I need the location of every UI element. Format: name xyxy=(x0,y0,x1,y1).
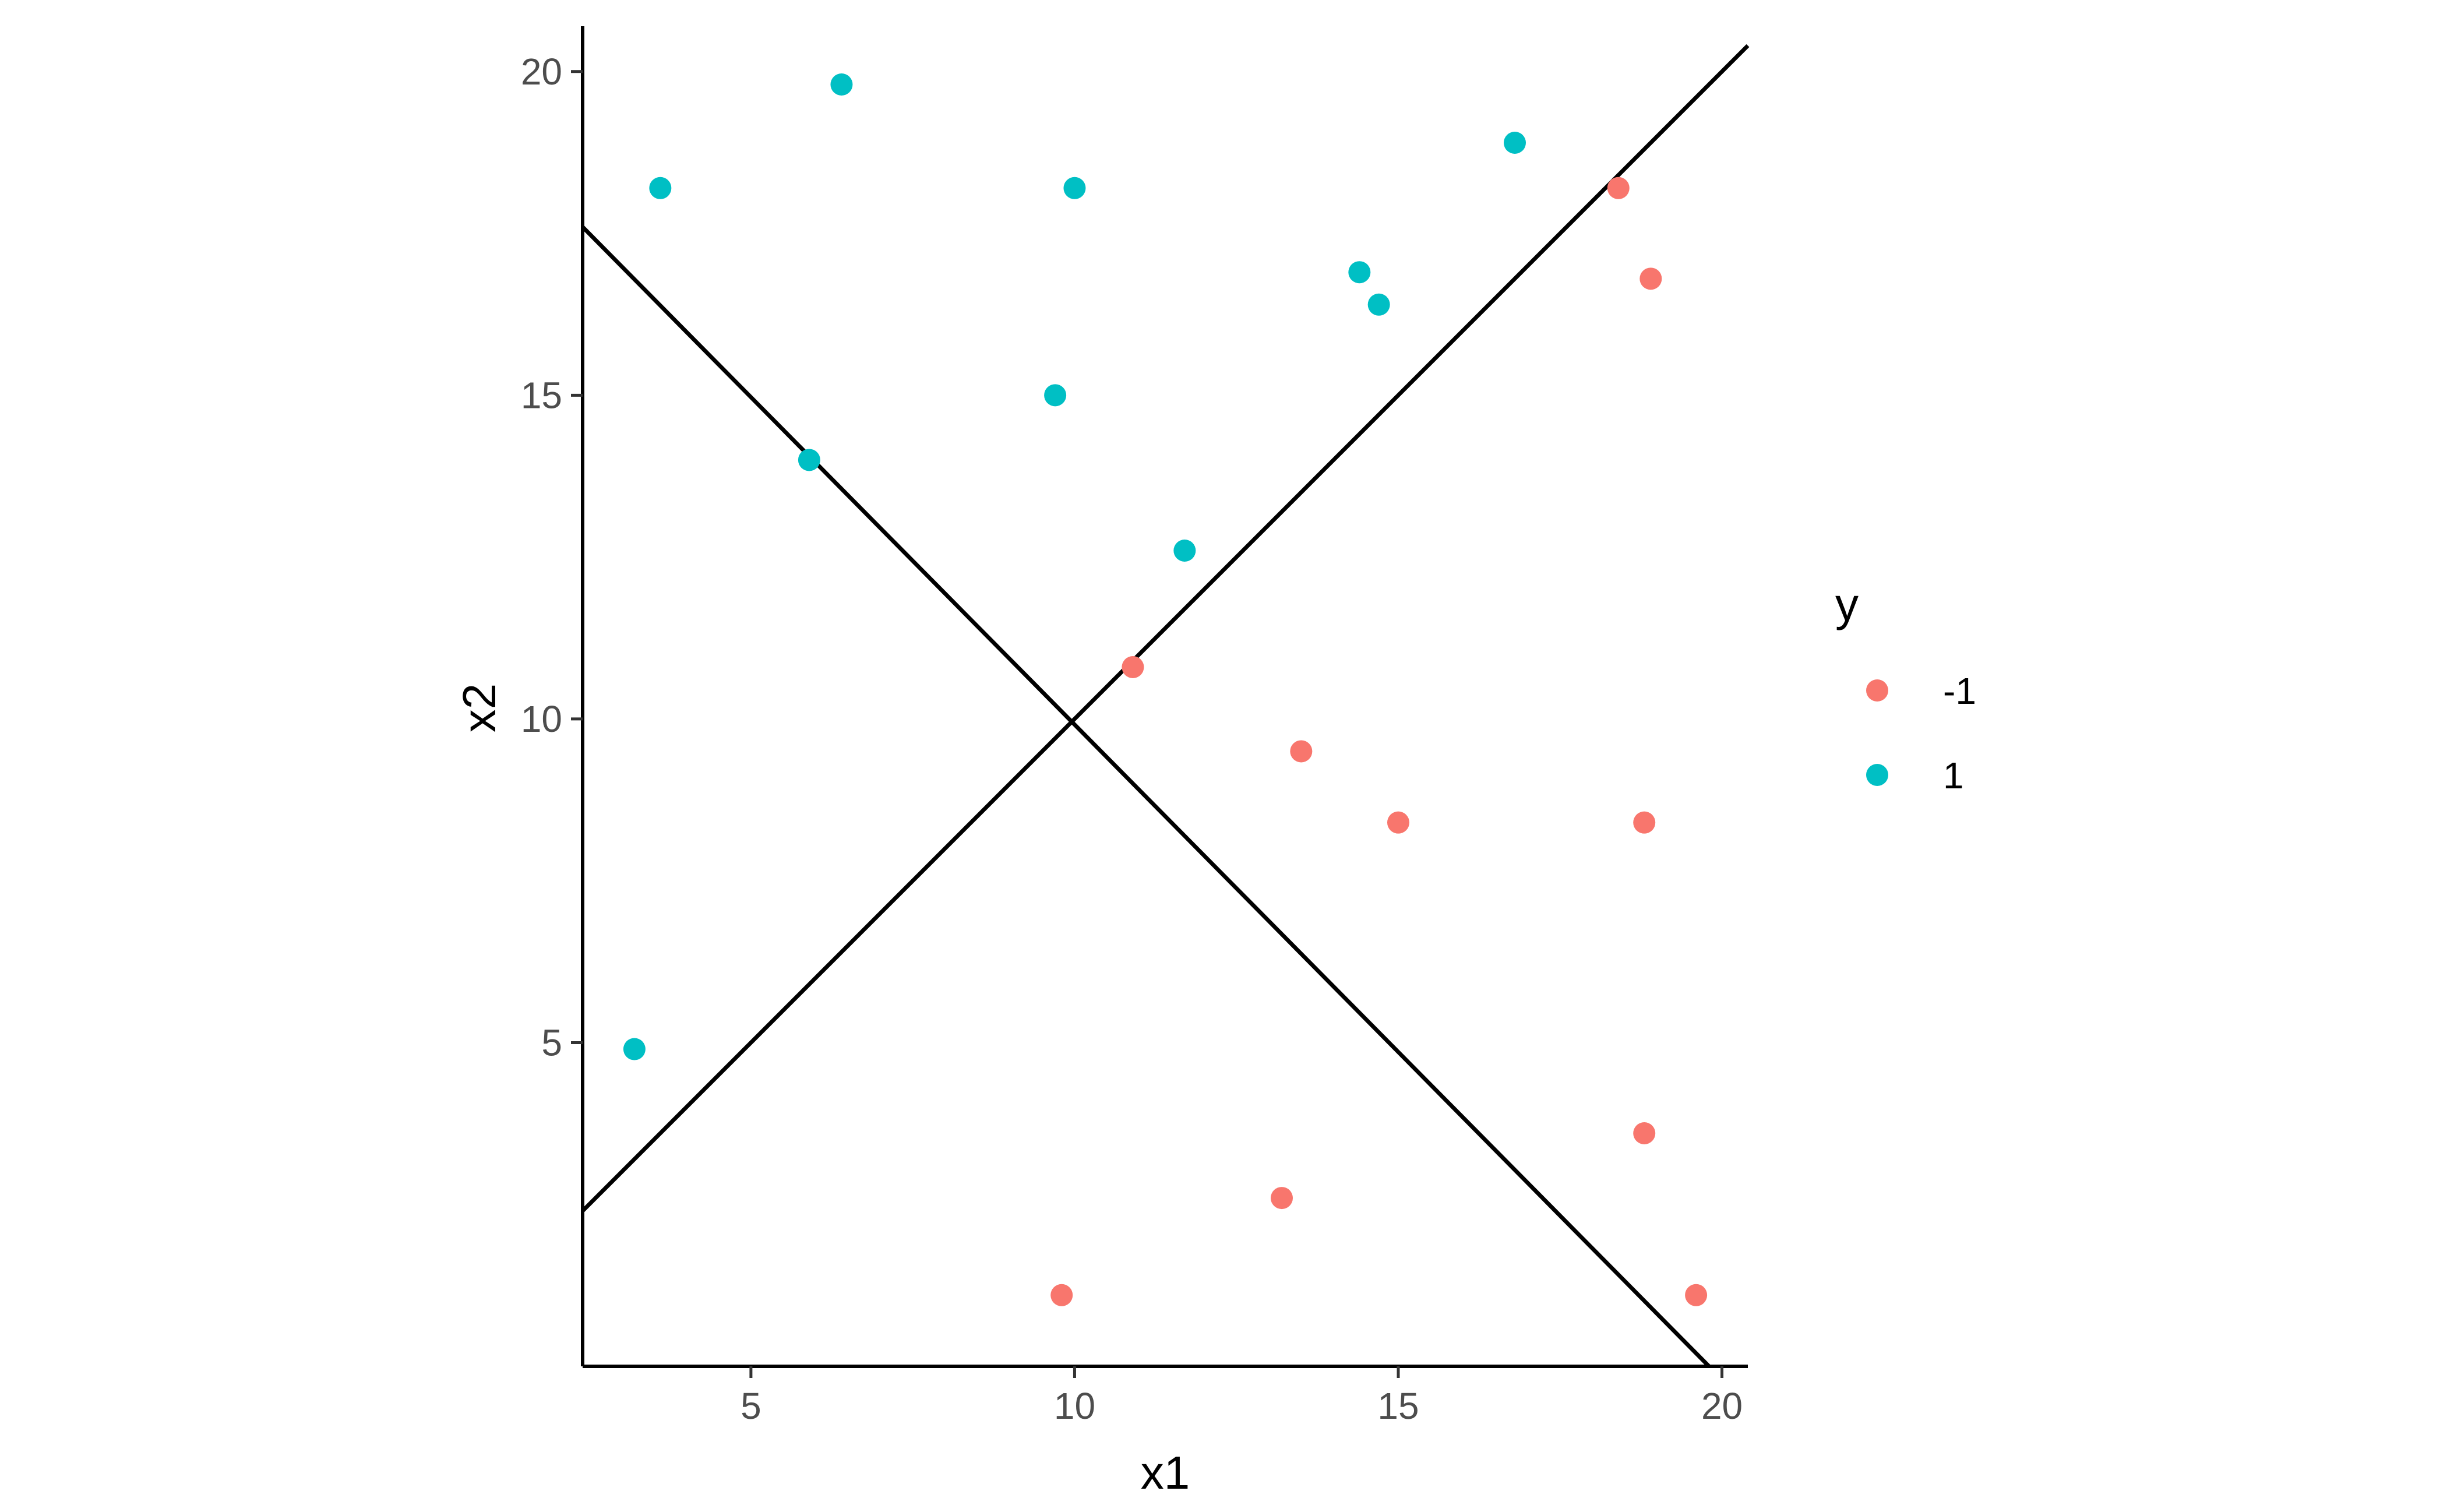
y-axis-title: x2 xyxy=(453,683,505,733)
legend-label: 1 xyxy=(1943,755,1964,796)
data-point xyxy=(1639,267,1662,290)
data-point xyxy=(1044,384,1067,407)
y-tick-label: 10 xyxy=(521,698,562,740)
x-tick-label: 10 xyxy=(1054,1385,1095,1427)
y-tick-label: 20 xyxy=(521,51,562,93)
legend-key xyxy=(1866,764,1888,786)
data-point xyxy=(1387,811,1409,834)
data-point xyxy=(830,73,853,96)
legend-key xyxy=(1866,679,1888,702)
legend: y -1 1 xyxy=(1835,579,1976,796)
data-points xyxy=(623,73,1708,1306)
legend-label: -1 xyxy=(1943,670,1976,712)
data-point xyxy=(1173,540,1196,562)
reference-lines xyxy=(581,44,1750,1368)
y-tick-label: 5 xyxy=(541,1021,562,1063)
data-point xyxy=(649,177,672,199)
data-point xyxy=(1504,132,1526,154)
boundary-line-1 xyxy=(581,44,1750,1213)
data-point xyxy=(1050,1284,1073,1306)
data-point xyxy=(1271,1187,1293,1210)
data-point xyxy=(1633,811,1656,834)
y-tick-label: 15 xyxy=(521,374,562,416)
boundary-line-2 xyxy=(581,225,1711,1368)
data-point xyxy=(1367,293,1390,316)
legend-title: y xyxy=(1835,579,1859,630)
axes xyxy=(581,26,1748,1368)
axis-ticks: 5 10 15 20 5 10 15 20 xyxy=(521,51,1743,1427)
x-tick-label: 20 xyxy=(1701,1385,1743,1427)
x-tick-label: 5 xyxy=(741,1385,761,1427)
data-point xyxy=(1290,740,1313,763)
x-tick-label: 15 xyxy=(1377,1385,1419,1427)
data-point xyxy=(623,1038,646,1060)
data-point xyxy=(1348,261,1371,284)
data-point xyxy=(1633,1122,1656,1144)
legend-entries: -1 1 xyxy=(1866,670,1976,796)
data-point xyxy=(1607,177,1630,199)
x-axis-title: x1 xyxy=(1141,1447,1190,1499)
data-point xyxy=(798,449,820,471)
data-point xyxy=(1122,656,1144,678)
data-point xyxy=(1685,1284,1708,1306)
data-point xyxy=(1063,177,1086,199)
